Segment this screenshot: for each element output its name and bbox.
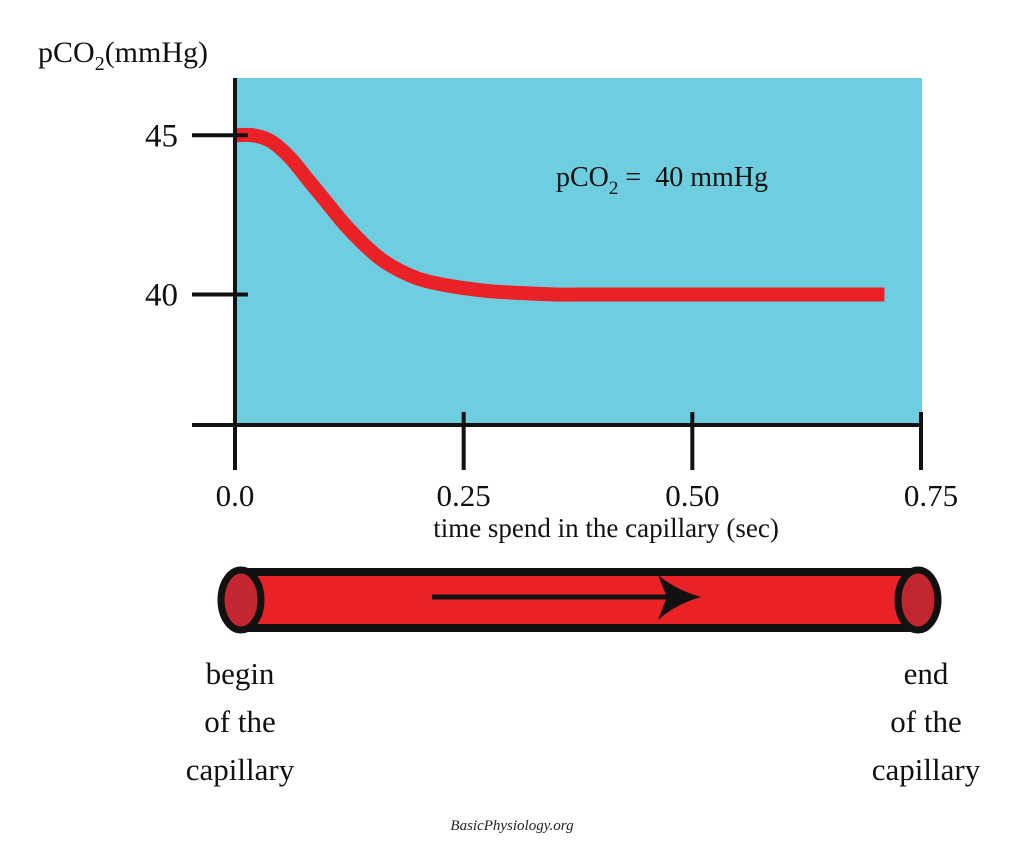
pco2-annotation: pCO2 = 40 mmHg <box>556 162 768 199</box>
label-line: end <box>903 656 949 691</box>
right-arrow-icon <box>432 575 701 620</box>
label-line: capillary <box>185 752 295 787</box>
begin-of-capillary-label: begin of the capillary <box>140 650 340 794</box>
y-tick-label: 45 <box>145 118 178 154</box>
capillary-tube <box>217 566 942 634</box>
tube-end-opening <box>894 566 942 634</box>
label-line: begin <box>205 656 275 691</box>
x-tick-label: 0.75 <box>904 478 958 513</box>
y-axis-label: pCO2(mmHg) <box>38 36 208 75</box>
credit-watermark: BasicPhysiology.org <box>450 818 574 834</box>
x-tick-label: 0.50 <box>665 478 719 513</box>
label-line: of the <box>890 704 962 739</box>
plot-background <box>235 78 922 425</box>
tube-body <box>240 572 918 628</box>
x-tick-label: 0.0 <box>216 478 255 513</box>
end-of-capillary-label: end of the capillary <box>826 650 1024 794</box>
x-axis-label: time spend in the capillary (sec) <box>433 513 779 543</box>
label-line: of the <box>204 704 276 739</box>
label-line: capillary <box>871 752 981 787</box>
x-tick-label: 0.25 <box>437 478 491 513</box>
y-tick-label: 40 <box>145 277 178 313</box>
pco2-curve <box>234 127 885 302</box>
tube-begin-opening <box>217 566 265 634</box>
